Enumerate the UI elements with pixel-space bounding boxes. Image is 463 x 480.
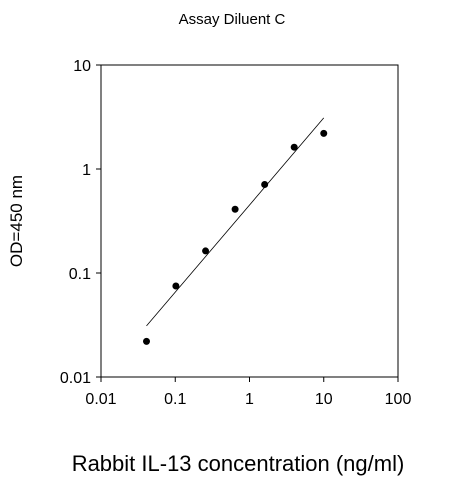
y-tick-label: 1 (82, 162, 91, 179)
data-points (142, 129, 328, 345)
x-axis-label: Rabbit IL-13 concentration (ng/ml) (72, 451, 405, 476)
y-tick-label: 0.1 (69, 266, 91, 283)
data-point (172, 282, 180, 290)
fit-line (146, 117, 325, 327)
data-point (320, 129, 328, 137)
y-tick-label: 0.01 (60, 370, 91, 387)
data-point (261, 180, 269, 188)
x-tick-label: 0.01 (85, 391, 116, 408)
data-point (142, 337, 150, 345)
y-tick-label: 10 (73, 58, 91, 75)
x-axis: 0.01 0.1 1 10 100 (85, 377, 411, 408)
data-point (202, 247, 210, 255)
plot-frame (100, 64, 399, 378)
data-point (290, 143, 298, 151)
x-tick-label: 10 (315, 391, 333, 408)
data-point (231, 205, 239, 213)
y-axis-label: OD=450 nm (7, 175, 26, 267)
chart-title: Assay Diluent C (179, 11, 286, 28)
y-axis: 0.01 0.1 1 10 (60, 58, 101, 387)
x-tick-label: 1 (245, 391, 254, 408)
x-tick-label: 0.1 (164, 391, 186, 408)
fit-line-group (146, 117, 325, 327)
x-tick-label: 100 (385, 391, 412, 408)
